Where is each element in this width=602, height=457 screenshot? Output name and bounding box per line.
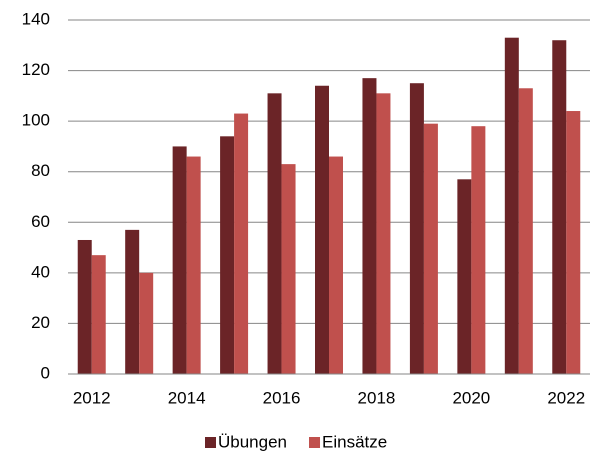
bar	[518, 88, 533, 375]
bar	[125, 229, 140, 374]
bar	[315, 85, 329, 374]
legend-swatch	[205, 437, 216, 448]
bar	[281, 164, 296, 374]
x-tick-label: 2014	[168, 388, 206, 407]
bar	[267, 93, 282, 374]
y-tick-label: 60	[31, 212, 50, 231]
x-tick-label: 2012	[73, 388, 111, 407]
y-tick-label: 80	[31, 161, 50, 180]
x-tick-label: 2018	[358, 388, 396, 407]
bar	[139, 272, 154, 374]
y-tick-label: 0	[41, 363, 50, 382]
bar	[376, 93, 391, 374]
bar	[471, 126, 486, 374]
legend-label: Einsätze	[322, 432, 387, 451]
legend-swatch	[309, 437, 321, 448]
bar	[77, 239, 92, 374]
bar	[423, 123, 438, 375]
bar	[329, 156, 343, 374]
bar	[362, 78, 377, 375]
legend-label: Übungen	[218, 432, 287, 451]
y-tick-label: 140	[22, 9, 50, 28]
bar	[566, 111, 581, 375]
y-tick-label: 120	[22, 60, 50, 79]
bar	[552, 40, 567, 374]
bar	[220, 136, 235, 374]
bar	[234, 113, 249, 375]
bar	[409, 83, 424, 374]
bar	[172, 146, 187, 374]
y-tick-label: 20	[31, 313, 50, 332]
x-tick-label: 2016	[263, 388, 301, 407]
bar	[457, 179, 472, 374]
x-tick-label: 2020	[452, 388, 490, 407]
y-tick-label: 100	[22, 111, 50, 130]
x-tick-label: 2022	[547, 388, 585, 407]
bar	[186, 156, 201, 374]
bar	[91, 255, 106, 374]
y-tick-label: 40	[31, 262, 50, 281]
bar	[504, 37, 519, 374]
